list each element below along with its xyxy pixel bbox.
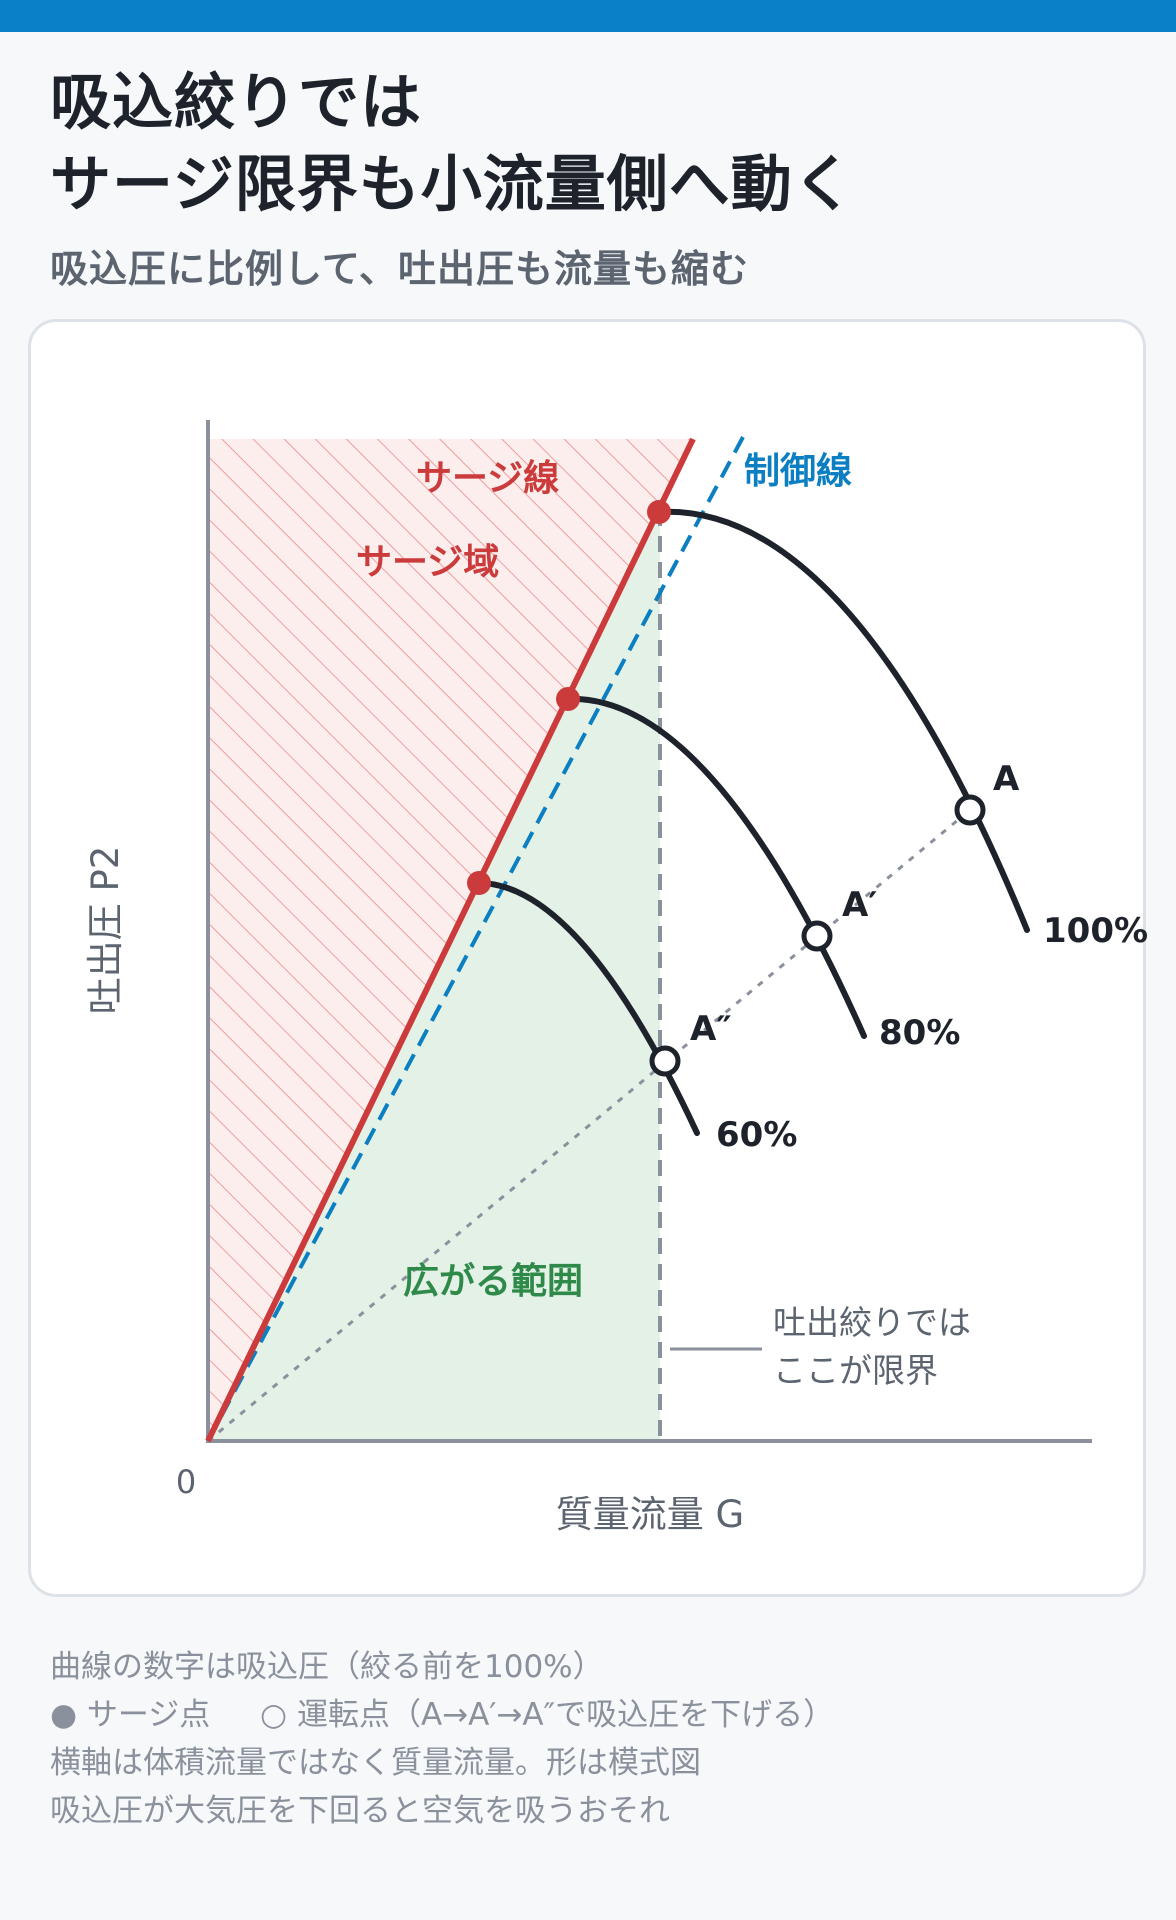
note-axis: 横軸は体積流量ではなく質量流量。形は模式図 <box>50 1745 701 1781</box>
point-label-a-double-prime: A″ <box>690 1009 732 1049</box>
title-line-2: サージ限界も小流量側へ動く <box>50 149 855 220</box>
x-axis-label: 質量流量 G <box>556 1493 744 1536</box>
curve-label-80: 80% <box>879 1013 960 1053</box>
note-curve-meaning: 曲線の数字は吸込圧（絞る前を100%） <box>50 1649 604 1685</box>
surge-point-60 <box>467 871 491 895</box>
y-axis-label: 吐出圧 P2 <box>84 846 127 1015</box>
curve-label-100: 100% <box>1043 911 1148 951</box>
surge-point-100 <box>647 500 671 524</box>
title-line-1: 吸込絞りでは <box>50 67 423 138</box>
surge-point-legend-icon: ● <box>50 1697 78 1733</box>
surge-region-label: サージ域 <box>356 542 499 583</box>
limit-note-line-2: ここが限界 <box>773 1351 938 1390</box>
compressor-map-diagram: サージ線 サージ域 制御線 広がる範囲 A A′ A″ 100% 80% 60%… <box>84 420 1148 1536</box>
page-subtitle: 吸込圧に比例して、吐出圧も流量も縮む <box>50 247 749 291</box>
operating-line <box>207 808 971 1443</box>
point-label-a-prime: A′ <box>842 885 877 925</box>
curve-100 <box>656 508 1030 933</box>
curve-label-60: 60% <box>716 1115 797 1155</box>
surge-line-label: サージ線 <box>416 458 559 499</box>
note-warning: 吸込圧が大気圧を下回ると空気を吸うおそれ <box>50 1793 670 1829</box>
surge-line <box>205 437 696 1443</box>
origin-label: 0 <box>176 1463 196 1501</box>
note-legend: ● サージ点 ○ 運転点（A→A′→A″で吸込圧を下げる） <box>50 1691 1140 1739</box>
operating-point-a-double-prime <box>649 1045 681 1077</box>
operating-point-a <box>954 794 986 826</box>
operating-point-a-prime <box>801 920 833 952</box>
operating-point-legend-text: 運転点（A→A′→A″で吸込圧を下げる） <box>296 1697 835 1733</box>
top-accent-bar <box>0 0 1176 32</box>
control-line-label: 制御線 <box>744 451 852 492</box>
surge-point-80 <box>556 687 580 711</box>
point-label-a: A <box>993 759 1020 799</box>
footnotes: 曲線の数字は吸込圧（絞る前を100%） ● サージ点 ○ 運転点（A→A′→A″… <box>50 1643 1140 1835</box>
control-line <box>206 436 745 1442</box>
safe-region-label: 広がる範囲 <box>403 1261 583 1302</box>
operating-point-legend-icon: ○ <box>260 1697 288 1733</box>
page-title: 吸込絞りでは サージ限界も小流量側へ動く <box>50 62 1140 226</box>
surge-point-legend-text: サージ点 <box>86 1697 211 1733</box>
limit-note-line-1: 吐出絞りでは <box>773 1303 971 1342</box>
